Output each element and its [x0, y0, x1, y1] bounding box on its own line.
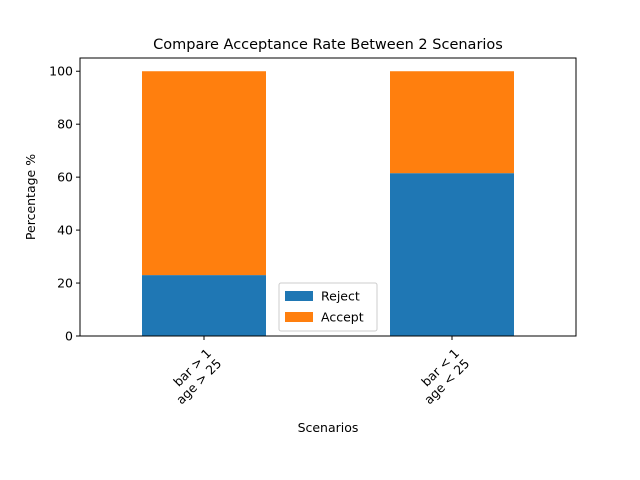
y-tick-label: 20: [57, 276, 73, 291]
bar-reject-1: [142, 275, 266, 336]
bar-accept-2: [390, 71, 514, 174]
bar-reject-2: [390, 173, 514, 336]
legend-swatch-accept: [285, 312, 313, 322]
chart-title: Compare Acceptance Rate Between 2 Scenar…: [153, 37, 503, 53]
y-tick-label: 80: [57, 117, 73, 132]
legend-label-reject: Reject: [321, 289, 360, 304]
legend: Reject Accept: [278, 282, 378, 332]
y-tick-label: 40: [57, 223, 73, 238]
y-tick-label: 60: [57, 170, 73, 185]
legend-swatch-reject: [285, 291, 313, 301]
y-tick-label: 100: [49, 64, 73, 79]
bar-accept-1: [142, 71, 266, 276]
y-axis-label: Percentage %: [23, 154, 38, 240]
plot-frame: [79, 57, 577, 337]
y-tick-label: 0: [65, 329, 73, 344]
x-axis-label: Scenarios: [298, 420, 359, 435]
legend-label-accept: Accept: [321, 310, 364, 325]
